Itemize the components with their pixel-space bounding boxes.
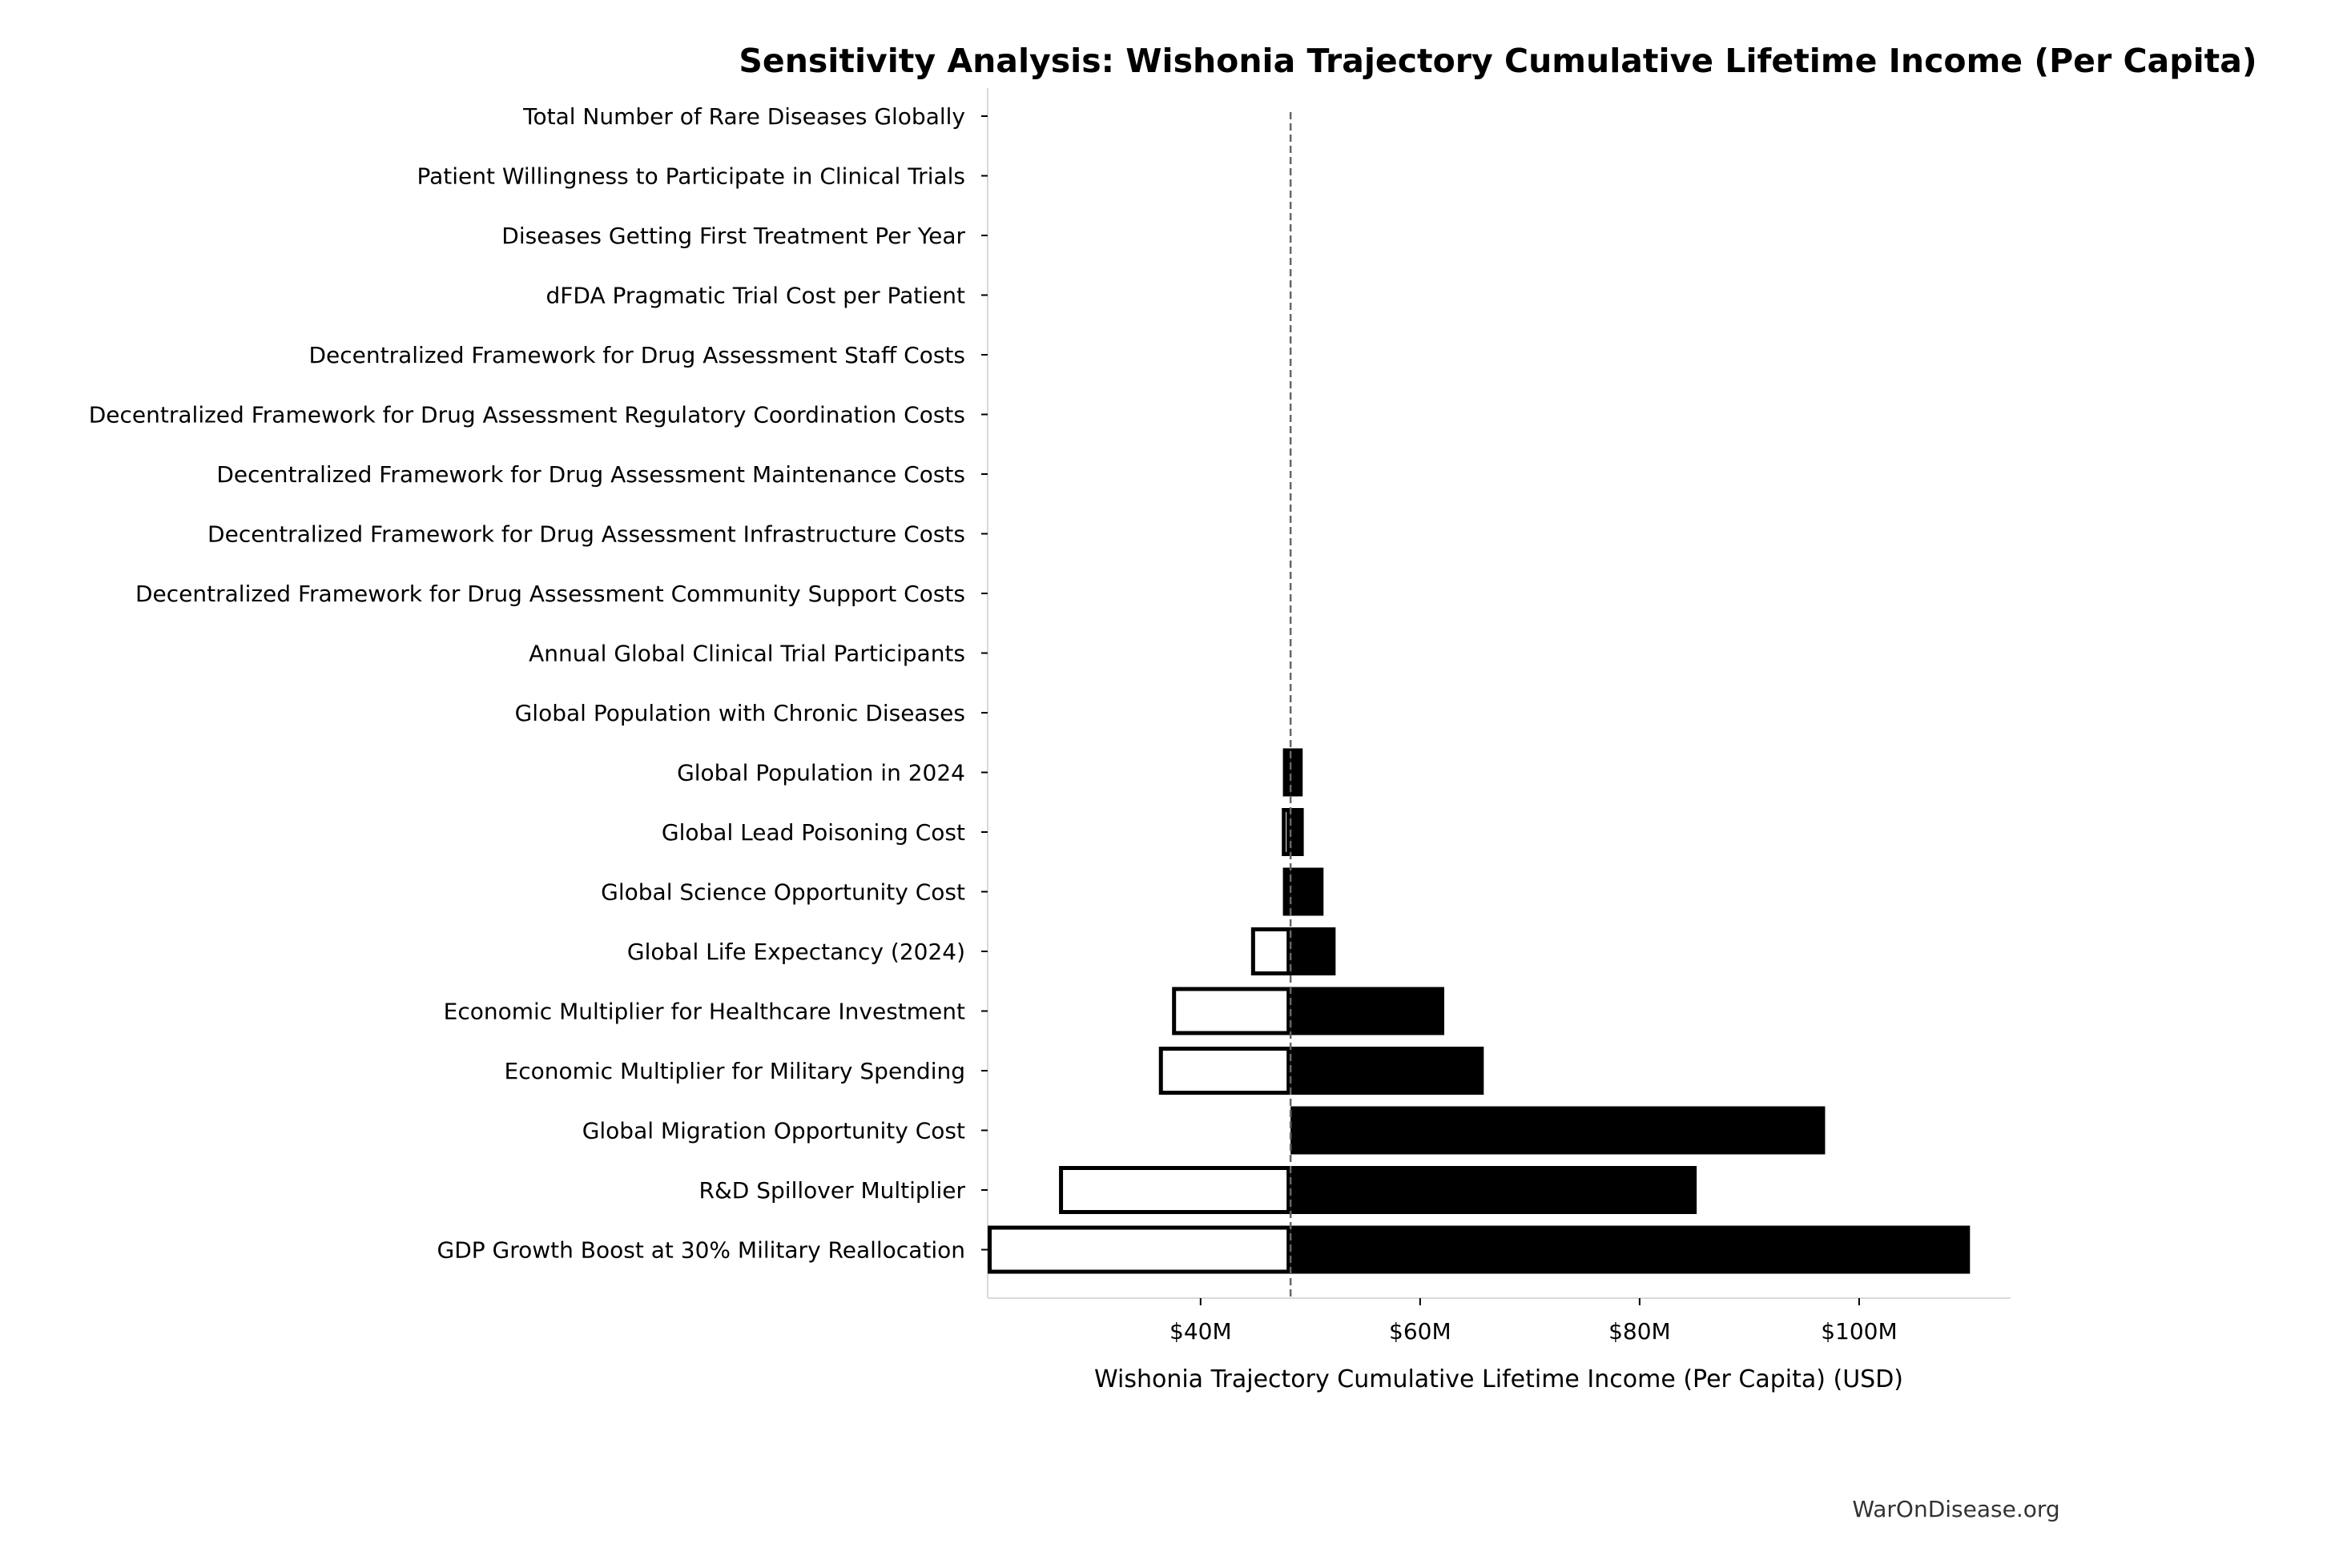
y-tick-label: Global Migration Opportunity Cost <box>582 1118 965 1144</box>
y-tick-label: Economic Multiplier for Healthcare Inves… <box>444 999 965 1025</box>
high-bar <box>1290 808 1304 856</box>
low-bar <box>1158 1047 1291 1095</box>
y-tick-label: Decentralized Framework for Drug Assessm… <box>135 581 965 607</box>
low-bar <box>988 1225 1291 1274</box>
y-tick-label: Global Life Expectancy (2024) <box>627 939 965 965</box>
chart-title: Sensitivity Analysis: Wishonia Trajector… <box>739 42 2256 80</box>
x-tick-label: $60M <box>1389 1318 1451 1345</box>
x-tick-label: $80M <box>1608 1318 1671 1345</box>
x-tick-label: $40M <box>1170 1318 1232 1345</box>
x-tick-label: $100M <box>1821 1318 1897 1345</box>
low-bar <box>1282 867 1291 916</box>
watermark: WarOnDisease.org <box>1852 1496 2059 1522</box>
high-bar <box>1290 1166 1697 1214</box>
y-tick-label: Diseases Getting First Treatment Per Yea… <box>501 223 965 249</box>
y-tick-label: Annual Global Clinical Trial Participant… <box>529 641 965 667</box>
high-bar <box>1290 867 1324 916</box>
high-bar <box>1290 927 1336 975</box>
high-bar <box>1290 1225 1971 1274</box>
low-bar <box>1282 748 1291 797</box>
y-tick-label: Global Population with Chronic Diseases <box>515 700 965 726</box>
high-bar <box>1290 748 1303 797</box>
y-tick-label: Patient Willingness to Participate in Cl… <box>417 163 965 190</box>
low-bar <box>1250 927 1291 975</box>
high-bar <box>1290 1047 1484 1095</box>
high-bar <box>1290 987 1444 1035</box>
low-bar <box>1282 808 1291 856</box>
plot-area: Total Number of Rare Diseases Globally Pa… <box>89 88 2011 1345</box>
y-tick-label: GDP Growth Boost at 30% Military Realloc… <box>437 1237 965 1264</box>
y-tick-label: Total Number of Rare Diseases Globally <box>522 103 965 130</box>
y-tick-label: Global Science Opportunity Cost <box>601 879 965 906</box>
y-tick-label: Decentralized Framework for Drug Assessm… <box>216 461 965 488</box>
y-tick-label: R&D Spillover Multiplier <box>699 1177 966 1204</box>
y-tick-label: Economic Multiplier for Military Spendin… <box>505 1058 965 1084</box>
y-tick-label: dFDA Pragmatic Trial Cost per Patient <box>546 283 966 309</box>
y-tick-label: Decentralized Framework for Drug Assessm… <box>308 342 965 368</box>
low-bar <box>1172 987 1291 1035</box>
y-tick-label: Decentralized Framework for Drug Assessm… <box>89 402 965 428</box>
high-bar <box>1290 1106 1826 1155</box>
x-axis-label: Wishonia Trajectory Cumulative Lifetime … <box>1094 1365 1903 1393</box>
y-tick-label: Global Lead Poisoning Cost <box>662 819 965 846</box>
y-tick-label: Decentralized Framework for Drug Assessm… <box>207 521 965 548</box>
low-bar <box>1059 1166 1291 1214</box>
y-tick-label: Global Population in 2024 <box>677 760 965 786</box>
